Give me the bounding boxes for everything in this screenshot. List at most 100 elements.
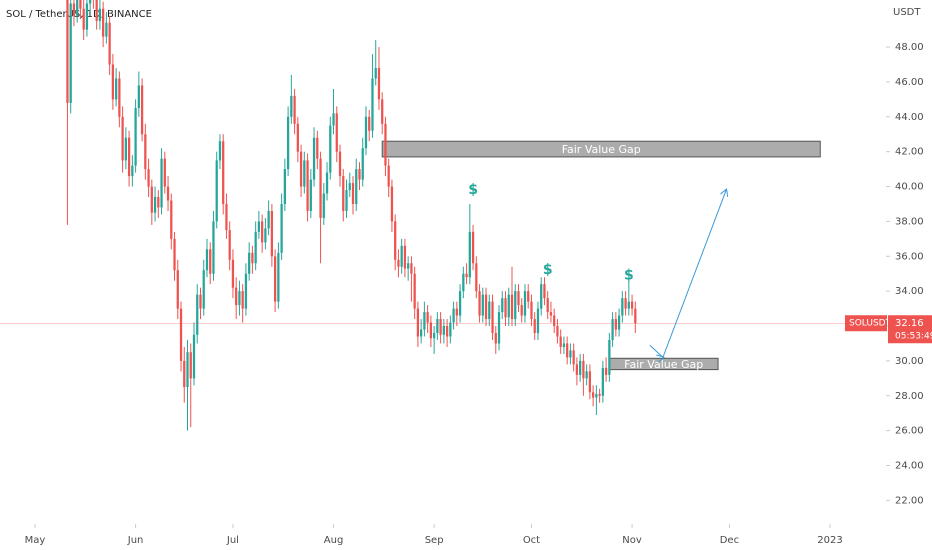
candle-body — [621, 298, 624, 316]
candle-body — [497, 312, 501, 344]
candle-body — [283, 169, 286, 204]
x-tick-label: Dec — [720, 535, 739, 546]
x-tick-label: Sep — [425, 535, 444, 546]
candle-body — [76, 0, 79, 16]
candle-body — [387, 165, 390, 187]
candle-body — [569, 350, 572, 358]
y-tick-label: 44.00 — [895, 112, 924, 123]
candle-body — [131, 165, 134, 177]
candle-body — [566, 343, 569, 358]
candle-body — [420, 329, 423, 337]
projection-arrow — [649, 190, 726, 357]
candle-body — [510, 294, 514, 320]
candle-body — [471, 231, 475, 264]
candle-body — [439, 319, 442, 335]
fvg-label: Fair Value Gap — [562, 143, 641, 156]
candle-body — [280, 203, 283, 253]
candle-body — [361, 148, 364, 180]
candle-body — [481, 294, 484, 316]
candle-body — [536, 308, 540, 334]
candle-body — [299, 151, 303, 187]
x-tick-label: Jun — [127, 535, 144, 546]
candle-body — [559, 336, 562, 347]
candle-body — [267, 210, 270, 229]
candle-body — [432, 333, 436, 339]
candle-body — [82, 8, 85, 30]
candle-body — [124, 137, 127, 161]
candle-body — [384, 123, 387, 166]
fvg-zone: Fair Value Gap — [608, 357, 719, 371]
candle-body — [553, 315, 556, 327]
candle-body — [588, 371, 592, 393]
candle-body — [442, 326, 445, 335]
candle-body — [150, 186, 153, 213]
candle-body — [251, 252, 254, 264]
candle-body — [147, 169, 150, 187]
candle-body — [244, 273, 248, 309]
candle-body — [475, 263, 478, 292]
candle-body — [286, 116, 290, 170]
fvg-box — [381, 140, 821, 158]
candle-body — [218, 141, 222, 161]
candle-body — [595, 394, 598, 398]
candle-body — [257, 221, 261, 232]
candle-body — [205, 249, 209, 271]
candle-body — [102, 8, 105, 37]
candle-body — [85, 3, 89, 30]
candle-body — [72, 3, 76, 16]
candle-body — [277, 252, 280, 302]
x-tick-label: Jul — [226, 535, 239, 546]
candle-body — [202, 270, 205, 309]
candle-body — [390, 186, 394, 222]
y-tick-label: 48.00 — [895, 42, 924, 53]
candle-body — [296, 123, 299, 152]
candle-body — [371, 78, 374, 131]
candle-body — [549, 312, 553, 316]
candle-body — [312, 137, 316, 180]
candle-body — [624, 298, 627, 309]
candle-body — [484, 294, 488, 320]
y-tick-label: 30.00 — [895, 356, 924, 367]
candle-body — [423, 312, 426, 330]
candle-body — [517, 291, 520, 306]
candle-body — [186, 352, 189, 388]
symbol-label: SOLUSDT — [849, 319, 892, 329]
candle-body — [478, 291, 481, 316]
candle-body — [455, 308, 458, 316]
candle-body — [325, 172, 329, 194]
candle-body — [140, 85, 144, 135]
candle-body — [575, 364, 579, 375]
candle-body — [468, 231, 471, 278]
candle-body — [504, 298, 507, 318]
candle-body — [614, 319, 617, 330]
candle-body — [196, 294, 199, 335]
symbol-box — [845, 315, 887, 332]
y-tick-label: 40.00 — [895, 182, 924, 193]
candle-body — [66, 0, 69, 103]
candle-body — [410, 263, 413, 274]
candle-body — [306, 160, 309, 211]
candle-body — [523, 291, 527, 316]
candle-body — [368, 116, 371, 131]
candle-body — [228, 230, 231, 260]
candle-body — [462, 273, 465, 292]
candle-body — [556, 326, 559, 337]
candle-body — [351, 183, 355, 204]
candle-body — [364, 116, 368, 149]
candle-body — [105, 22, 108, 37]
candle-body — [127, 137, 131, 177]
candle-body — [514, 291, 517, 320]
candle-body — [118, 78, 121, 117]
candle-body — [572, 350, 575, 365]
candle-body — [591, 392, 595, 398]
candle-body — [634, 308, 637, 324]
candle-body — [176, 270, 179, 309]
candle-body — [630, 301, 634, 309]
candle-body — [316, 137, 319, 159]
candle-body — [374, 67, 377, 79]
candle-body — [235, 287, 238, 306]
x-tick-label: Aug — [324, 535, 344, 546]
candle-body — [381, 99, 384, 124]
fvg-zone: Fair Value Gap — [381, 140, 821, 158]
